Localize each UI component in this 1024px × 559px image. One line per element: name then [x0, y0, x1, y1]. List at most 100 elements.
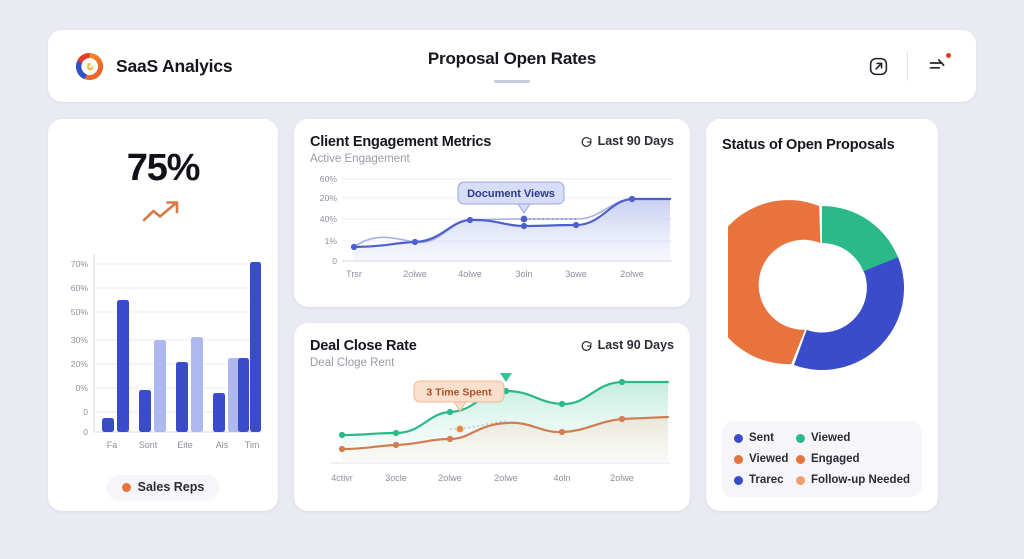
svg-text:Tim: Tim	[245, 440, 260, 450]
donut-title: Status of Open Proposals	[722, 137, 895, 153]
deal-tooltip-orange: 3 Time Spent	[413, 380, 505, 412]
legend-label: Follow-up Needed	[810, 474, 910, 486]
app-header: SaaS Analyics Proposal Open Rates	[48, 30, 976, 102]
header-divider	[907, 51, 908, 81]
deal-tooltip-green: Acime Spent	[500, 373, 512, 382]
trend-up-arrow-icon	[62, 198, 264, 226]
svg-text:Trsr: Trsr	[346, 269, 362, 279]
deal-range-selector[interactable]: Last 90 Days	[580, 338, 674, 352]
svg-text:2olwe: 2olwe	[620, 269, 644, 279]
legend-dot-icon	[734, 433, 743, 443]
svg-text:Als: Als	[216, 440, 229, 450]
swirl-logo-icon	[74, 51, 105, 82]
svg-text:2olwe: 2olwe	[494, 473, 518, 483]
donut-slice-engaged	[728, 200, 821, 365]
header-actions	[865, 51, 952, 81]
svg-text:20%: 20%	[320, 193, 338, 203]
svg-text:4olwe: 4olwe	[458, 269, 482, 279]
status-donut-card: Status of Open Proposals Sent	[706, 119, 938, 511]
svg-text:1%: 1%	[325, 236, 338, 246]
deal-close-card: Deal Close Rate Deal Cloge Rent Last 90 …	[294, 323, 690, 511]
svg-text:4oln: 4oln	[553, 473, 570, 483]
svg-text:0: 0	[83, 427, 88, 437]
svg-text:2olwe: 2olwe	[403, 269, 427, 279]
svg-text:0%: 0%	[76, 383, 89, 393]
svg-text:0: 0	[332, 256, 337, 266]
filter-lines-icon[interactable]	[924, 52, 952, 79]
deal-card-header: Deal Close Rate Deal Cloge Rent Last 90 …	[310, 338, 674, 369]
legend-label: Viewed	[810, 432, 851, 444]
deal-subtitle: Deal Cloge Rent	[310, 357, 395, 369]
svg-text:50%: 50%	[71, 307, 89, 317]
legend-dot-icon	[734, 475, 743, 485]
svg-text:3ocle: 3ocle	[385, 473, 407, 483]
svg-text:Document Views: Document Views	[467, 188, 555, 200]
svg-text:40%: 40%	[320, 214, 338, 224]
kpi-value: 75%	[126, 147, 201, 189]
dashboard-grid: 75%	[48, 119, 976, 511]
legend-label: Sales Reps	[137, 480, 205, 494]
engagement-tooltip: Document Views	[457, 181, 565, 214]
legend-label: Sent	[749, 432, 774, 444]
deal-titles: Deal Close Rate Deal Cloge Rent	[310, 338, 417, 369]
legend-item-viewed-green[interactable]: Viewed	[795, 432, 910, 444]
engagement-card: Client Engagement Metrics Active Engagem…	[294, 119, 690, 307]
legend-label: Viewed	[749, 453, 789, 465]
svg-text:2olwe: 2olwe	[438, 473, 462, 483]
kpi-bar-card: 75%	[48, 119, 278, 511]
svg-text:0: 0	[83, 407, 88, 417]
donut-chart	[722, 155, 922, 421]
donut-slice-viewed	[822, 206, 900, 273]
title-underline	[494, 80, 530, 83]
brand: SaaS Analyics	[74, 51, 374, 82]
refresh-icon	[580, 135, 593, 148]
engagement-range-label: Last 90 Days	[597, 134, 674, 148]
svg-text:3 Time Spent: 3 Time Spent	[426, 387, 492, 399]
kpi-block: 75%	[62, 149, 264, 226]
legend-dot-icon	[795, 433, 805, 443]
sales-reps-bar-chart: 70% 60% 50% 30% 20% 0% 0 0	[62, 240, 264, 469]
notification-badge	[945, 52, 952, 59]
svg-text:3owe: 3owe	[565, 269, 587, 279]
legend-item-trarec[interactable]: Trarec	[734, 474, 790, 486]
deal-range-label: Last 90 Days	[597, 338, 674, 352]
bar-chart-legend[interactable]: Sales Reps	[106, 475, 220, 499]
refresh-icon	[580, 339, 593, 352]
svg-text:30%: 30%	[71, 335, 89, 345]
page-title: Proposal Open Rates	[427, 49, 597, 68]
donut-slice-sent	[793, 257, 905, 371]
svg-text:20%: 20%	[71, 359, 89, 369]
svg-text:60%: 60%	[71, 283, 89, 293]
legend-item-sent[interactable]: Sent	[734, 432, 790, 444]
brand-name: SaaS Analyics	[116, 55, 233, 76]
engagement-line-chart: 60% 20% 40% 1% 0	[310, 169, 674, 297]
engagement-card-header: Client Engagement Metrics Active Engagem…	[310, 134, 674, 165]
legend-dot-icon	[795, 454, 805, 464]
deal-title: Deal Close Rate	[310, 338, 417, 354]
middle-column: Client Engagement Metrics Active Engagem…	[294, 119, 690, 511]
svg-text:60%: 60%	[320, 174, 338, 184]
donut-legend: Sent Viewed Viewed Engaged Trarec	[722, 421, 922, 497]
legend-item-viewed-orange[interactable]: Viewed	[734, 453, 790, 465]
legend-item-engaged[interactable]: Engaged	[795, 453, 910, 465]
share-square-icon[interactable]	[865, 53, 891, 79]
svg-text:2olwe: 2olwe	[610, 473, 634, 483]
legend-item-followup[interactable]: Follow-up Needed	[795, 474, 910, 486]
svg-text:Fa: Fa	[107, 440, 118, 450]
legend-dot-icon	[121, 482, 131, 492]
deal-line-chart: 4ctivr 3ocle 2olwe 2olwe 4oln 2olwe 3 Ti…	[310, 373, 674, 501]
svg-text:Eite: Eite	[177, 440, 193, 450]
svg-text:3oln: 3oln	[515, 269, 532, 279]
engagement-title: Client Engagement Metrics	[310, 134, 492, 150]
svg-text:4ctivr: 4ctivr	[331, 473, 353, 483]
svg-text:Sont: Sont	[139, 440, 158, 450]
engagement-titles: Client Engagement Metrics Active Engagem…	[310, 134, 491, 165]
engagement-range-selector[interactable]: Last 90 Days	[580, 134, 674, 148]
engagement-subtitle: Active Engagement	[310, 153, 410, 165]
legend-dot-icon	[734, 454, 743, 464]
legend-label: Trarec	[749, 474, 784, 486]
legend-dot-icon	[795, 475, 805, 485]
svg-text:70%: 70%	[71, 259, 89, 269]
legend-label: Engaged	[810, 453, 860, 465]
